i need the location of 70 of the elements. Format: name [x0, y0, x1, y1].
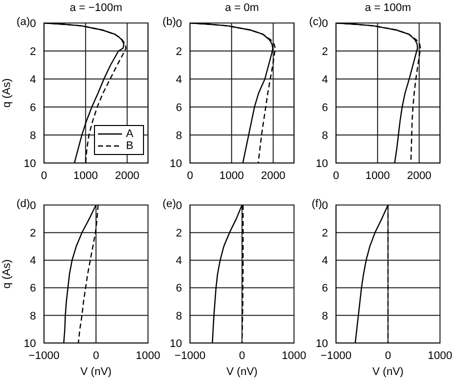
x-tick-label: 1000: [73, 170, 98, 182]
y-tick-label: 0: [30, 200, 36, 212]
y-tick-label: 0: [176, 18, 182, 30]
y-tick-label: 2: [30, 46, 36, 58]
y-tick-label: 4: [322, 74, 328, 86]
chart-title: a = 100m: [364, 2, 412, 14]
x-tick-label: 1000: [219, 170, 244, 182]
y-tick-label: 0: [176, 200, 182, 212]
x-axis-title: V (nV): [372, 366, 404, 378]
y-tick-label: 8: [322, 310, 328, 322]
text: (c): [308, 16, 322, 28]
x-tick-label: 0: [238, 350, 246, 362]
x-axis-title: V (nV): [80, 366, 112, 378]
x-tick-label: 1000: [365, 170, 390, 182]
x-tick-label: 0: [186, 170, 194, 182]
chart-title: a = 0m: [224, 2, 260, 14]
y-tick-label: 0: [30, 18, 36, 30]
y-tick-label: 4: [176, 255, 182, 268]
x-tick-label: 2000: [114, 170, 140, 182]
chart-title: a = −100m: [68, 2, 124, 14]
y-tick-label: 10: [24, 338, 36, 350]
y-tick-label: 2: [322, 46, 328, 58]
x-axis-title: V (nV): [226, 366, 258, 378]
x-tick-label: 0: [40, 170, 48, 182]
y-tick-label: 0: [322, 200, 328, 212]
x-tick-label: −1000: [320, 350, 352, 362]
y-tick-label: 4: [322, 255, 328, 268]
x-tick-label: 0: [384, 350, 392, 362]
y-tick-label: 2: [176, 228, 182, 240]
y-tick-label: 8: [30, 310, 36, 322]
text: (b): [162, 16, 176, 28]
x-tick-label: −1000: [174, 350, 206, 362]
text: (e): [162, 198, 176, 210]
y-tick-label: 6: [322, 282, 328, 295]
legend-label: A: [126, 128, 134, 140]
x-tick-label: 1000: [136, 350, 160, 362]
y-tick-label: 8: [30, 130, 36, 142]
y-tick-label: 8: [176, 310, 182, 322]
y-tick-label: 10: [170, 338, 182, 350]
x-tick-label: 2000: [406, 170, 432, 182]
y-tick-label: 0: [322, 18, 328, 30]
y-tick-label: 4: [30, 74, 36, 86]
text: (a): [16, 16, 30, 28]
text: (d): [16, 198, 30, 210]
y-tick-label: 2: [30, 228, 36, 240]
y-tick-label: 2: [176, 46, 182, 58]
y-axis-title: q (As): [0, 78, 13, 108]
y-tick-label: 4: [30, 255, 36, 268]
y-tick-label: 4: [176, 74, 182, 86]
y-tick-label: 10: [316, 158, 328, 170]
y-tick-label: 8: [176, 130, 182, 142]
x-tick-label: −1000: [28, 350, 60, 362]
x-tick-label: 2000: [260, 170, 286, 182]
text: (f): [310, 198, 322, 210]
x-tick-label: 0: [92, 350, 100, 362]
y-tick-label: 6: [176, 102, 182, 114]
y-tick-label: 10: [316, 338, 328, 350]
y-tick-label: 6: [322, 102, 328, 114]
legend-label: B: [126, 140, 134, 152]
y-tick-label: 6: [30, 102, 36, 114]
y-tick-label: 10: [170, 158, 182, 170]
y-tick-label: 2: [322, 228, 328, 240]
y-tick-label: 8: [322, 130, 328, 142]
y-tick-label: 6: [30, 282, 36, 295]
x-tick-label: 1000: [282, 350, 306, 362]
y-axis-title: q (As): [0, 259, 13, 289]
y-tick-label: 6: [176, 282, 182, 295]
x-tick-label: 0: [332, 170, 340, 182]
y-tick-label: 10: [24, 158, 36, 170]
x-tick-label: 1000: [428, 350, 452, 362]
